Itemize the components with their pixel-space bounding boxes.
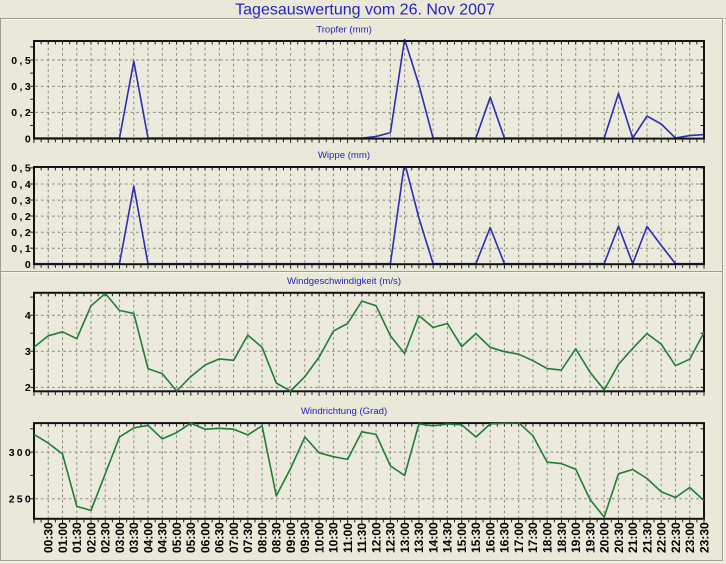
svg-text:15:00: 15:00 bbox=[455, 522, 469, 553]
svg-text:05:30: 05:30 bbox=[184, 522, 198, 553]
svg-text:06:30: 06:30 bbox=[213, 522, 227, 553]
svg-text:21:00: 21:00 bbox=[626, 522, 640, 553]
svg-text:03:00: 03:00 bbox=[113, 522, 127, 553]
svg-text:0,2: 0,2 bbox=[11, 107, 31, 119]
svg-text:14:00: 14:00 bbox=[426, 522, 440, 553]
svg-text:18:00: 18:00 bbox=[540, 522, 554, 553]
svg-text:19:30: 19:30 bbox=[583, 522, 597, 553]
svg-text:06:00: 06:00 bbox=[198, 522, 212, 553]
svg-text:09:30: 09:30 bbox=[298, 522, 312, 553]
svg-text:0: 0 bbox=[25, 259, 31, 271]
svg-text:13:30: 13:30 bbox=[412, 522, 426, 553]
svg-text:01:30: 01:30 bbox=[70, 522, 84, 553]
svg-text:Tropfer (mm): Tropfer (mm) bbox=[316, 24, 372, 35]
svg-text:08:00: 08:00 bbox=[255, 522, 269, 553]
svg-text:22:00: 22:00 bbox=[655, 522, 669, 553]
svg-text:19:00: 19:00 bbox=[569, 522, 583, 553]
svg-text:02:30: 02:30 bbox=[99, 522, 113, 553]
svg-text:23:30: 23:30 bbox=[697, 522, 711, 553]
svg-text:0,4: 0,4 bbox=[11, 179, 31, 191]
svg-text:0,5: 0,5 bbox=[11, 55, 31, 67]
svg-text:08:30: 08:30 bbox=[270, 522, 284, 553]
svg-text:12:30: 12:30 bbox=[384, 522, 398, 553]
svg-text:0,2: 0,2 bbox=[11, 227, 31, 239]
svg-text:4: 4 bbox=[25, 310, 31, 322]
svg-text:2: 2 bbox=[25, 382, 31, 394]
svg-text:11:30: 11:30 bbox=[355, 523, 369, 553]
svg-text:15:30: 15:30 bbox=[469, 522, 483, 553]
svg-text:20:30: 20:30 bbox=[612, 522, 626, 553]
svg-text:Windgeschwindigkeit (m/s): Windgeschwindigkeit (m/s) bbox=[287, 276, 401, 287]
svg-text:07:30: 07:30 bbox=[241, 522, 255, 553]
svg-text:16:00: 16:00 bbox=[483, 522, 497, 553]
svg-text:16:30: 16:30 bbox=[498, 522, 512, 553]
svg-text:0,3: 0,3 bbox=[11, 81, 31, 93]
svg-text:17:00: 17:00 bbox=[512, 522, 526, 553]
svg-text:Windrichtung (Grad): Windrichtung (Grad) bbox=[301, 406, 387, 417]
svg-text:0,2: 0,2 bbox=[11, 211, 31, 223]
svg-text:01:00: 01:00 bbox=[56, 522, 70, 553]
svg-text:23:00: 23:00 bbox=[683, 522, 697, 553]
svg-text:02:00: 02:00 bbox=[84, 522, 98, 553]
svg-text:Tagesauswertung vom 26. Nov 20: Tagesauswertung vom 26. Nov 2007 bbox=[235, 2, 495, 19]
svg-text:0: 0 bbox=[25, 133, 31, 145]
svg-text:0,3: 0,3 bbox=[11, 195, 31, 207]
svg-text:21:30: 21:30 bbox=[640, 522, 654, 553]
svg-text:09:00: 09:00 bbox=[284, 522, 298, 553]
svg-text:18:30: 18:30 bbox=[555, 522, 569, 553]
svg-text:3: 3 bbox=[25, 346, 31, 358]
svg-text:10:30: 10:30 bbox=[327, 522, 341, 553]
svg-text:17:30: 17:30 bbox=[526, 522, 540, 553]
svg-text:04:30: 04:30 bbox=[156, 522, 170, 553]
svg-text:22:30: 22:30 bbox=[669, 522, 683, 553]
svg-text:0,5: 0,5 bbox=[11, 163, 31, 175]
svg-text:0,1: 0,1 bbox=[11, 243, 31, 255]
svg-text:300: 300 bbox=[9, 447, 31, 459]
svg-text:07:00: 07:00 bbox=[227, 522, 241, 553]
svg-text:10:00: 10:00 bbox=[312, 522, 326, 553]
svg-text:250: 250 bbox=[9, 494, 31, 506]
svg-text:20:00: 20:00 bbox=[598, 522, 612, 553]
svg-text:14:30: 14:30 bbox=[441, 522, 455, 553]
svg-text:Wippe (mm): Wippe (mm) bbox=[318, 150, 370, 161]
svg-text:04:00: 04:00 bbox=[141, 522, 155, 553]
svg-text:13:00: 13:00 bbox=[398, 522, 412, 553]
svg-text:05:00: 05:00 bbox=[170, 522, 184, 553]
svg-text:11:00: 11:00 bbox=[341, 523, 355, 553]
svg-text:12:00: 12:00 bbox=[369, 522, 383, 553]
svg-text:00:30: 00:30 bbox=[42, 522, 56, 553]
svg-text:03:30: 03:30 bbox=[127, 522, 141, 553]
